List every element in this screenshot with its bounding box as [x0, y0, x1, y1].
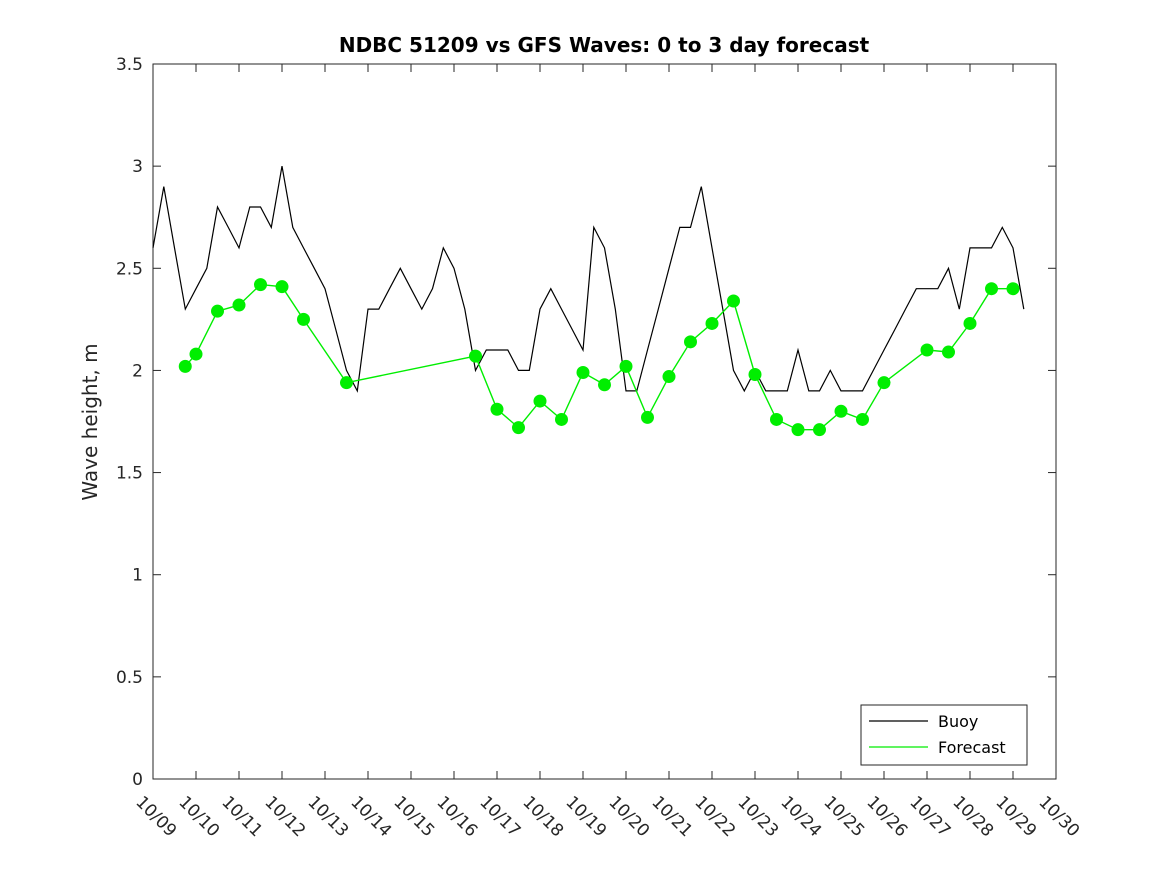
forecast-point — [619, 359, 633, 373]
forecast-point — [211, 304, 224, 318]
x-tick-label: 10/25 — [819, 792, 868, 841]
x-tick-label: 10/11 — [217, 792, 266, 841]
x-tick-label: 10/15 — [389, 792, 438, 841]
forecast-point — [662, 370, 676, 384]
x-tick-label: 10/28 — [948, 792, 997, 841]
y-tick-label: 0 — [132, 770, 143, 790]
forecast-point — [297, 312, 310, 326]
forecast-point — [469, 349, 482, 363]
x-tick-label: 10/13 — [303, 792, 352, 841]
x-tick-label: 10/18 — [518, 792, 567, 841]
forecast-point — [189, 347, 203, 361]
legend-buoy-label: Buoy — [938, 712, 978, 731]
x-tick-label: 10/27 — [905, 792, 954, 841]
forecast-point — [275, 280, 289, 294]
y-tick-label: 2.5 — [116, 259, 143, 279]
forecast-point — [555, 412, 568, 426]
forecast-point — [490, 402, 504, 416]
forecast-point — [985, 282, 998, 296]
x-tick-label: 10/12 — [260, 792, 309, 841]
forecast-point — [254, 278, 267, 292]
axes-box — [152, 63, 1057, 780]
forecast-point — [813, 423, 826, 437]
legend: Buoy Forecast — [860, 704, 1028, 766]
forecast-point — [791, 423, 805, 437]
forecast-point — [748, 368, 762, 382]
x-tick-label: 10/19 — [561, 792, 610, 841]
legend-box — [860, 704, 1028, 766]
forecast-point — [641, 410, 654, 424]
x-tick-label: 10/24 — [776, 792, 825, 841]
forecast-point — [340, 376, 353, 390]
forecast-point — [684, 335, 697, 349]
y-axis-label: Wave height, m — [78, 343, 102, 500]
x-tick-label: 10/09 — [131, 792, 180, 841]
forecast-point — [834, 404, 848, 418]
y-tick-label: 3.5 — [116, 55, 143, 75]
x-tick-label: 10/26 — [862, 792, 911, 841]
plot-area — [152, 63, 1057, 780]
forecast-point — [1006, 282, 1020, 296]
x-tick-label: 10/10 — [174, 792, 223, 841]
legend-forecast-label: Forecast — [938, 738, 1006, 757]
forecast-point — [727, 294, 740, 308]
forecast-point — [533, 394, 547, 408]
y-axis: 0 0.5 1 1.5 2 2.5 3 3.5 — [116, 55, 1056, 790]
forecast-point — [232, 298, 246, 312]
x-tick-label: 10/14 — [346, 792, 395, 841]
forecast-point — [770, 412, 783, 426]
forecast-point — [178, 359, 192, 373]
x-tick-label: 10/21 — [647, 792, 696, 841]
y-tick-label: 2 — [132, 361, 143, 381]
forecast-point — [942, 345, 955, 359]
forecast-point — [877, 376, 891, 390]
forecast-point — [512, 421, 525, 435]
x-tick-label: 10/20 — [604, 792, 653, 841]
x-tick-label: 10/17 — [475, 792, 524, 841]
forecast-point — [576, 365, 590, 379]
forecast-point — [856, 412, 869, 426]
x-tick-label: 10/23 — [733, 792, 782, 841]
y-tick-label: 3 — [132, 157, 143, 177]
x-tick-label: 10/29 — [991, 792, 1040, 841]
chart-title: NDBC 51209 vs GFS Waves: 0 to 3 day fore… — [339, 33, 870, 57]
x-tick-label: 10/22 — [690, 792, 739, 841]
y-tick-label: 1 — [132, 566, 143, 586]
forecast-point — [598, 378, 611, 392]
x-tick-label: 10/16 — [432, 792, 481, 841]
forecast-point — [705, 316, 719, 330]
series-line-buoy — [152, 165, 1025, 393]
forecast-point — [920, 343, 934, 357]
y-tick-label: 0.5 — [116, 668, 143, 688]
y-tick-label: 1.5 — [116, 464, 143, 484]
forecast-point — [963, 316, 977, 330]
x-tick-label: 10/30 — [1034, 792, 1083, 841]
